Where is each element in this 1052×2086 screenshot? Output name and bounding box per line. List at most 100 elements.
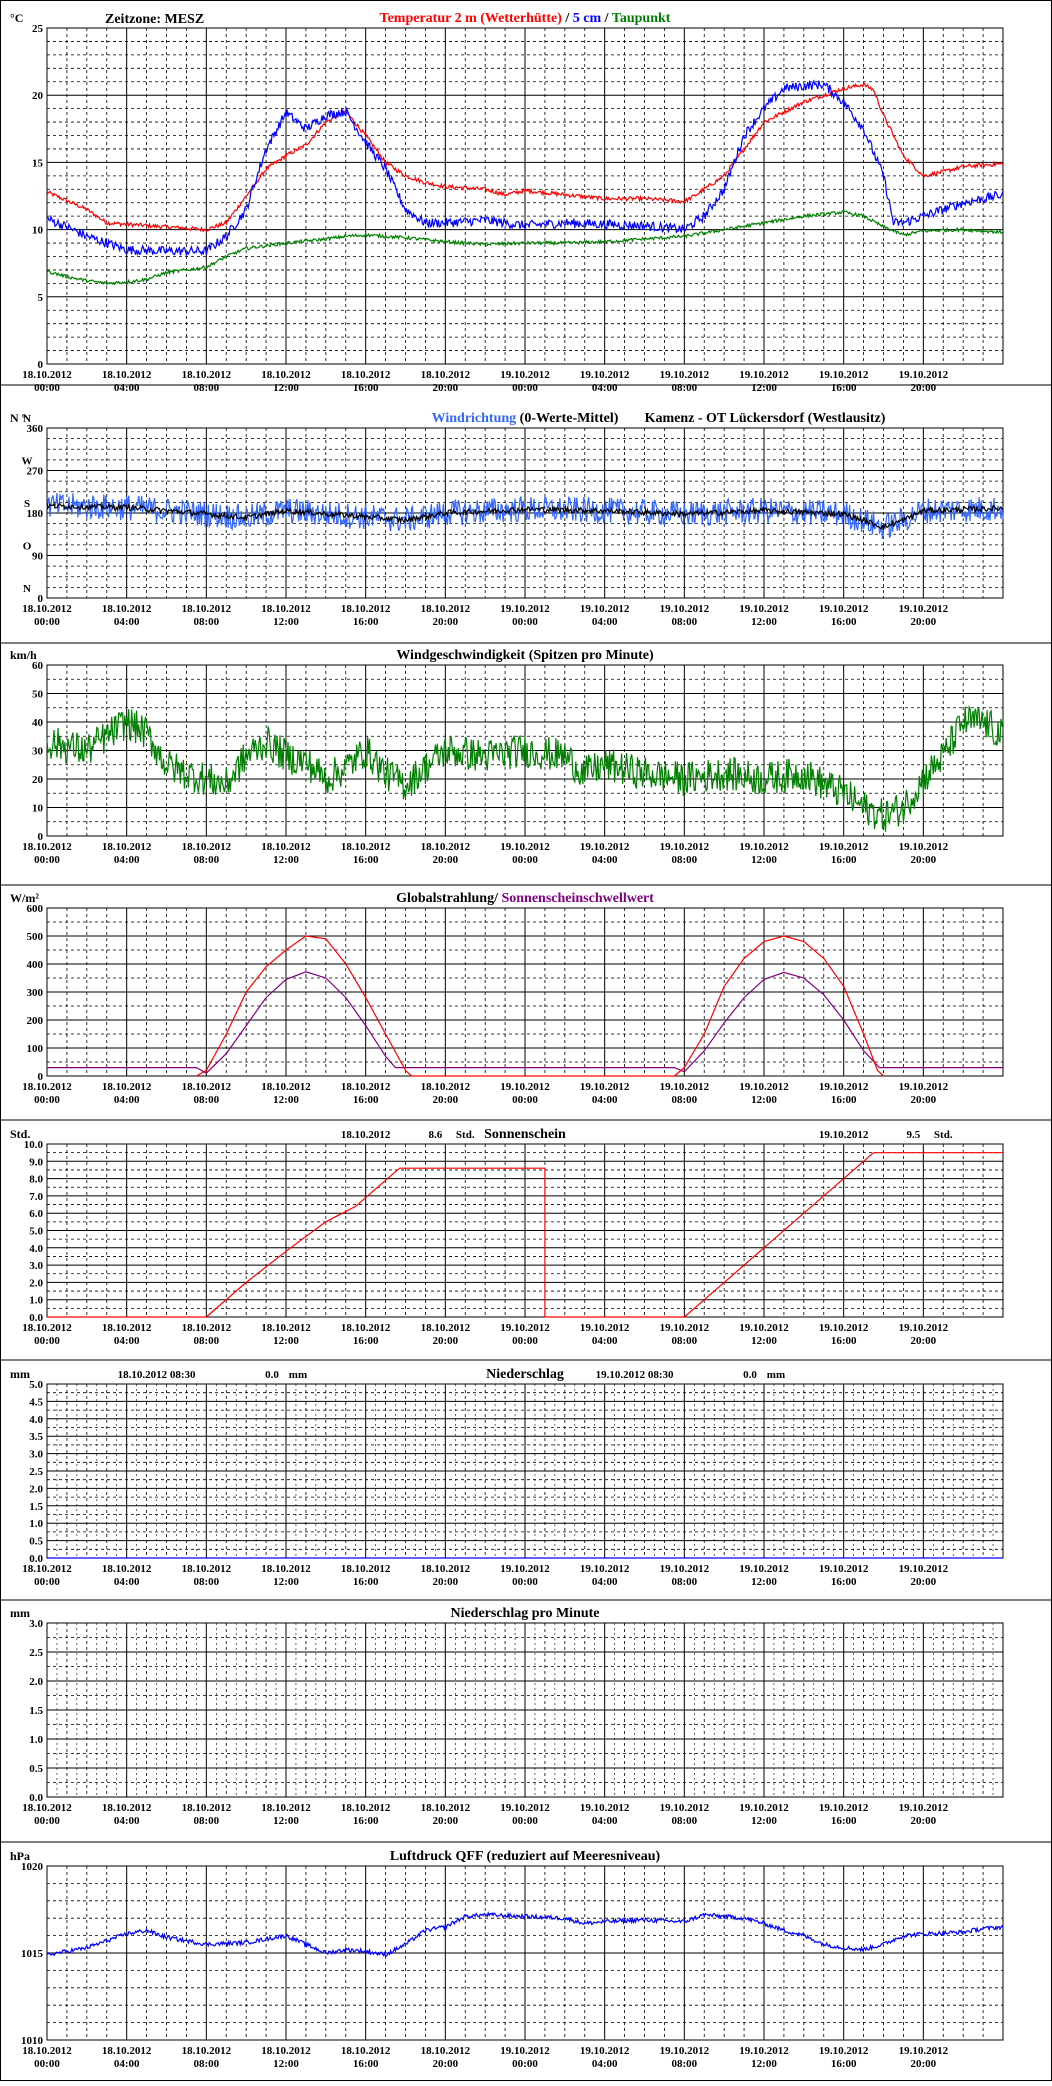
y-tick-label: 180 — [27, 508, 44, 520]
title-part: (0-Werte-Mittel) — [516, 411, 619, 426]
x-tick-time: 08:00 — [671, 2058, 697, 2070]
x-tick-time: 12:00 — [751, 1815, 777, 1827]
x-tick-time: 04:00 — [114, 382, 140, 394]
x-tick-time: 00:00 — [512, 616, 538, 628]
x-tick-time: 04:00 — [592, 854, 618, 866]
x-tick-time: 16:00 — [353, 1815, 379, 1827]
x-tick-time: 00:00 — [34, 2058, 60, 2070]
plot-frame — [46, 1622, 1004, 1798]
series-line-0 — [46, 82, 1004, 233]
x-tick-date: 19.10.2012 — [819, 2045, 869, 2057]
y-tick-label: 400 — [27, 959, 44, 971]
x-tick-date: 19.10.2012 — [899, 1802, 949, 1814]
x-tick-time: 20:00 — [432, 2058, 458, 2070]
x-tick-date: 19.10.2012 — [660, 1563, 710, 1575]
chart-precip_minute: 0.00.51.01.52.02.53.0mm18.10.201200:0018… — [10, 1606, 1004, 1827]
x-tick-time: 12:00 — [273, 1094, 299, 1106]
x-tick-date: 18.10.2012 — [261, 603, 311, 615]
x-tick-date: 19.10.2012 — [500, 1802, 550, 1814]
x-tick-time: 00:00 — [512, 854, 538, 866]
x-tick-time: 20:00 — [432, 854, 458, 866]
y-tick-label: 300 — [27, 987, 44, 999]
x-tick-date: 19.10.2012 — [660, 1802, 710, 1814]
series-line-1 — [196, 935, 884, 1077]
x-tick-time: 00:00 — [512, 1335, 538, 1347]
y-tick-label: 40 — [32, 717, 44, 729]
x-tick-time: 08:00 — [671, 382, 697, 394]
plot-frame — [46, 27, 1004, 365]
x-tick-time: 16:00 — [831, 854, 857, 866]
x-tick-time: 20:00 — [910, 2058, 936, 2070]
series-line-1 — [46, 79, 1004, 258]
x-tick-date: 18.10.2012 — [182, 1802, 232, 1814]
y-tick-label: 1.5 — [29, 1705, 43, 1717]
x-tick-time: 00:00 — [34, 1094, 60, 1106]
x-tick-date: 18.10.2012 — [22, 1802, 72, 1814]
x-tick-time: 20:00 — [910, 616, 936, 628]
x-tick-time: 08:00 — [193, 1576, 219, 1588]
y-tick-label: 0 — [38, 831, 44, 843]
title-part: Taupunkt — [612, 11, 671, 26]
y-tick-label: 3.0 — [29, 1618, 43, 1630]
y-tick-label: 5.0 — [29, 1226, 43, 1238]
x-tick-date: 18.10.2012 — [261, 1802, 311, 1814]
x-tick-time: 08:00 — [671, 1335, 697, 1347]
x-tick-date: 18.10.2012 — [22, 369, 72, 381]
x-tick-time: 08:00 — [671, 616, 697, 628]
x-tick-time: 00:00 — [512, 2058, 538, 2070]
x-tick-date: 18.10.2012 — [182, 603, 232, 615]
x-tick-date: 18.10.2012 — [22, 1322, 72, 1334]
y-tick-label: 30 — [32, 746, 44, 758]
direction-letter: W — [22, 456, 33, 468]
x-tick-time: 00:00 — [34, 1815, 60, 1827]
x-tick-time: 20:00 — [910, 382, 936, 394]
x-tick-date: 18.10.2012 — [182, 1563, 232, 1575]
x-tick-date: 19.10.2012 — [580, 2045, 630, 2057]
unit-label: km/h — [10, 648, 37, 662]
chart-precipitation: 0.00.51.01.52.02.53.03.54.04.55.0mm18.10… — [10, 1367, 1004, 1588]
x-tick-time: 12:00 — [751, 1335, 777, 1347]
x-tick-time: 16:00 — [353, 382, 379, 394]
chart-title: Windgeschwindigkeit (Spitzen pro Minute) — [396, 648, 654, 663]
title-part: Temperatur 2 m (Wetterhütte) — [380, 11, 563, 26]
x-tick-date: 19.10.2012 — [580, 841, 630, 853]
x-tick-date: 19.10.2012 — [899, 1081, 949, 1093]
x-tick-time: 20:00 — [910, 1815, 936, 1827]
x-tick-date: 18.10.2012 — [341, 1563, 391, 1575]
y-tick-label: 8.0 — [29, 1174, 43, 1186]
y-tick-label: 500 — [27, 931, 44, 943]
x-tick-date: 19.10.2012 — [899, 1563, 949, 1575]
x-tick-time: 04:00 — [592, 1335, 618, 1347]
header-note: mm — [767, 1369, 785, 1381]
series-line-0 — [47, 971, 1003, 1074]
x-tick-time: 04:00 — [114, 1335, 140, 1347]
y-tick-label: 10 — [32, 803, 44, 815]
x-tick-date: 18.10.2012 — [421, 1081, 471, 1093]
x-tick-time: 00:00 — [512, 1094, 538, 1106]
x-tick-time: 12:00 — [751, 1576, 777, 1588]
x-tick-time: 12:00 — [273, 616, 299, 628]
direction-letter: S — [24, 498, 30, 510]
unit-label: Std. — [10, 1127, 30, 1141]
x-tick-date: 19.10.2012 — [500, 1322, 550, 1334]
x-tick-date: 19.10.2012 — [899, 1322, 949, 1334]
chart-title: Temperatur 2 m (Wetterhütte) / 5 cm / Ta… — [380, 11, 671, 26]
x-tick-date: 19.10.2012 — [739, 603, 789, 615]
x-tick-date: 19.10.2012 — [660, 369, 710, 381]
title-part: 5 cm — [573, 11, 602, 26]
y-tick-label: 5.0 — [29, 1379, 43, 1391]
chart-sunshine: 0.01.02.03.04.05.06.07.08.09.010.0Std.18… — [10, 1127, 1004, 1347]
series-line-0 — [46, 493, 1004, 540]
x-tick-date: 19.10.2012 — [819, 1802, 869, 1814]
y-tick-label: 0 — [38, 593, 44, 605]
x-tick-date: 19.10.2012 — [500, 841, 550, 853]
y-tick-label: 1015 — [21, 1948, 44, 1960]
x-tick-time: 04:00 — [592, 1576, 618, 1588]
y-tick-label: 4.5 — [29, 1396, 43, 1408]
x-tick-time: 04:00 — [592, 1094, 618, 1106]
y-tick-label: 270 — [27, 466, 44, 478]
x-tick-date: 18.10.2012 — [341, 1802, 391, 1814]
title-part: Windgeschwindigkeit (Spitzen pro Minute) — [396, 648, 654, 663]
x-tick-date: 18.10.2012 — [182, 1322, 232, 1334]
